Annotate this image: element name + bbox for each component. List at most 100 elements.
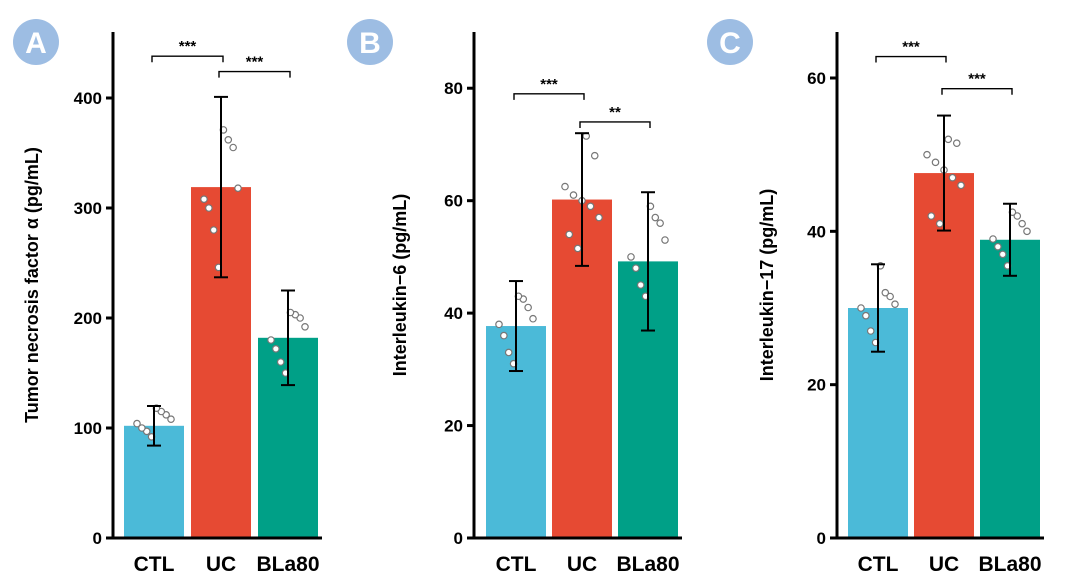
data-point: [586, 202, 595, 211]
data-point: [994, 242, 1002, 251]
panel-b: B Interleukin−6 (pg/mL) 0 20 40 60 80 CTL UC BLa8…: [347, 19, 682, 576]
data-point: [167, 415, 175, 424]
y-tick-label: 40: [807, 222, 826, 241]
panel-a: A Tumor necrosis factor α (pg/mL) 0 100 200 3…: [13, 19, 322, 576]
panel-c: C Interleukin−17 (pg/mL) 0 20 40 60 CTL UC BLa80…: [707, 19, 1044, 576]
data-point: [561, 182, 569, 191]
y-tick-label: 0: [93, 529, 102, 548]
data-point: [886, 292, 894, 301]
data-point: [989, 235, 997, 243]
panel-badge: [347, 19, 393, 65]
data-point: [504, 348, 513, 357]
significance-bracket: [579, 121, 651, 128]
data-point: [998, 250, 1007, 259]
significance-label: ***: [179, 38, 197, 55]
x-tick-label-uc: UC: [567, 553, 597, 576]
y-axis-title: Interleukin−17 (pg/mL): [757, 189, 777, 382]
y-axis-title: Interleukin−6 (pg/mL): [390, 194, 410, 377]
significance-bracket: [875, 55, 947, 63]
bar-bla80: [980, 239, 1040, 538]
x-tick-label-bla80: BLa80: [256, 553, 319, 576]
data-point: [229, 143, 237, 152]
data-point: [569, 191, 578, 199]
y-axis-title: Tumor necrosis factor α (pg/mL): [22, 147, 42, 423]
y-tick-label: 0: [454, 529, 463, 548]
y-tick-label: 0: [817, 529, 826, 548]
panel-badge: [13, 19, 59, 65]
y-tick-label: 400: [74, 89, 102, 108]
x-tick-label-ctl: CTL: [496, 553, 537, 576]
data-point: [866, 327, 875, 335]
data-point: [656, 219, 664, 227]
data-point: [590, 151, 599, 160]
bar-uc: [914, 173, 974, 539]
y-tick-label: 20: [807, 376, 826, 395]
data-point: [1018, 219, 1026, 228]
y-tick-label: 300: [74, 199, 102, 218]
data-point: [661, 236, 669, 244]
data-point: [1013, 212, 1022, 220]
data-point: [495, 320, 503, 329]
significance-bracket: [941, 88, 1013, 95]
y-tick-label: 100: [74, 419, 102, 438]
data-point: [565, 230, 574, 239]
x-tick-label-bla80: BLa80: [978, 553, 1041, 576]
data-point: [948, 173, 957, 182]
y-tick-label: 80: [444, 79, 463, 98]
data-point: [957, 181, 965, 190]
data-point: [595, 213, 603, 222]
x-tick-label-ctl: CTL: [134, 553, 175, 576]
data-point: [923, 150, 931, 159]
y-tick-label: 40: [444, 304, 463, 323]
significance-label: ***: [246, 54, 264, 71]
significance-label: ***: [540, 76, 558, 93]
significance-label: **: [609, 104, 621, 121]
data-point: [1023, 227, 1031, 236]
data-point: [952, 139, 961, 147]
y-tick-label: 60: [807, 69, 826, 88]
x-tick-label-ctl: CTL: [858, 553, 899, 576]
data-point: [632, 264, 640, 272]
data-point: [272, 344, 280, 353]
data-point: [931, 158, 940, 167]
data-point: [301, 322, 309, 331]
panel-badge: [707, 19, 753, 65]
significance-label: ***: [902, 39, 920, 56]
data-point: [267, 336, 275, 344]
data-point: [276, 358, 285, 366]
data-point: [524, 303, 532, 312]
data-point: [200, 195, 208, 204]
panel-label: C: [719, 27, 741, 60]
data-point: [881, 288, 890, 297]
data-point: [529, 314, 537, 323]
y-tick-label: 20: [444, 417, 463, 436]
data-point: [573, 244, 582, 253]
x-tick-label-uc: UC: [929, 553, 959, 576]
data-point: [500, 331, 508, 340]
data-point: [627, 253, 635, 261]
significance-bracket: [218, 70, 291, 78]
data-point: [651, 213, 660, 222]
y-tick-label: 60: [444, 192, 463, 211]
panel-label: A: [25, 27, 47, 60]
significance-bracket: [151, 55, 224, 63]
data-point: [224, 136, 233, 144]
x-tick-label-uc: UC: [206, 553, 236, 576]
data-point: [636, 281, 645, 289]
data-point: [138, 424, 146, 432]
x-tick-label-bla80: BLa80: [616, 553, 679, 576]
data-point: [927, 212, 936, 220]
data-point: [944, 135, 953, 144]
data-point: [133, 419, 141, 428]
panel-label: B: [359, 27, 381, 60]
data-point: [205, 204, 213, 212]
significance-label: ***: [968, 71, 986, 88]
data-point: [935, 219, 944, 228]
data-point: [891, 300, 899, 308]
data-point: [857, 304, 865, 312]
data-point: [209, 226, 218, 234]
data-point: [234, 184, 242, 193]
data-point: [862, 311, 870, 320]
significance-bracket: [513, 93, 585, 100]
